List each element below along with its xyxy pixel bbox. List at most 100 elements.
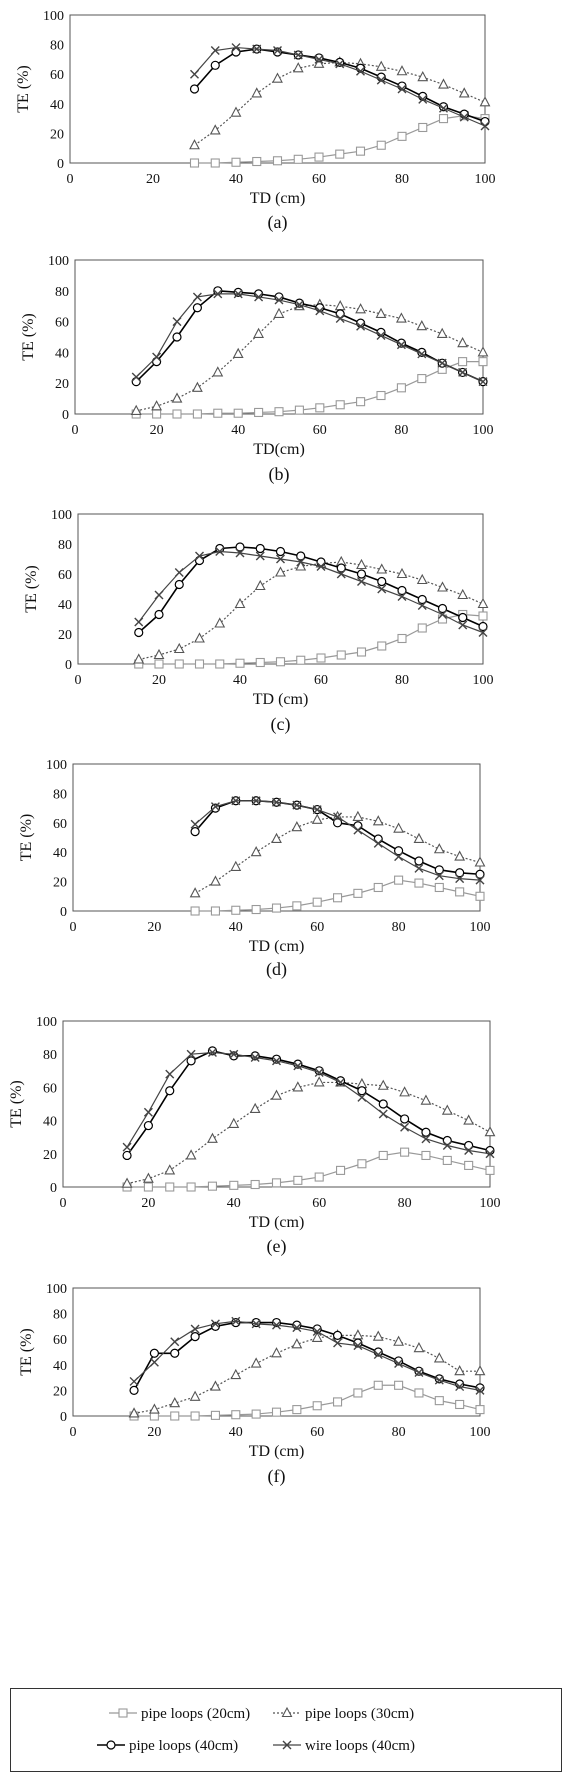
data-point xyxy=(252,156,262,167)
data-point xyxy=(441,1104,453,1115)
data-point xyxy=(416,320,428,331)
data-point xyxy=(272,72,283,83)
data-point xyxy=(134,617,144,627)
y-tick-label: 80 xyxy=(55,285,69,300)
series-square xyxy=(189,111,490,168)
data-point xyxy=(190,906,200,916)
data-point xyxy=(271,1178,282,1188)
data-point xyxy=(210,802,220,812)
y-tick-label: 40 xyxy=(58,598,72,613)
data-point xyxy=(235,542,245,552)
data-point xyxy=(396,65,408,76)
data-point xyxy=(254,579,266,591)
data-point xyxy=(296,557,306,567)
chart-panel-4: 0 20 40 60 80 100 0 20 40 60 80 100 TD (cm) TE (%) (d) xyxy=(18,758,491,980)
series-square xyxy=(190,875,485,916)
data-point xyxy=(291,1338,303,1349)
data-point xyxy=(192,409,202,419)
data-point xyxy=(336,650,346,660)
series-line xyxy=(136,361,483,415)
data-point xyxy=(417,349,427,359)
data-point xyxy=(355,303,367,314)
x-tick-label: 60 xyxy=(310,1425,324,1440)
data-point xyxy=(250,1051,260,1061)
data-point xyxy=(420,1094,432,1105)
data-point xyxy=(335,59,345,69)
data-point xyxy=(478,611,488,621)
data-point xyxy=(315,403,325,413)
x-axis-label: TD (cm) xyxy=(253,691,309,708)
data-point xyxy=(231,1316,241,1326)
data-point xyxy=(229,1180,239,1190)
data-point xyxy=(230,1368,242,1380)
data-point xyxy=(333,812,343,822)
x-tick-label: 80 xyxy=(392,920,406,935)
data-point xyxy=(207,1046,218,1056)
data-point xyxy=(464,1145,474,1155)
series-square xyxy=(129,1380,485,1421)
series-circle xyxy=(131,286,488,387)
y-tick-label: 100 xyxy=(36,1015,57,1030)
data-point xyxy=(252,44,262,54)
data-point xyxy=(250,1053,260,1063)
data-point xyxy=(433,843,445,854)
data-point xyxy=(207,1181,217,1191)
data-point xyxy=(254,292,264,302)
data-point xyxy=(271,832,282,844)
x-tick-label: 60 xyxy=(312,172,326,187)
data-point xyxy=(478,628,488,637)
data-point xyxy=(149,1357,159,1367)
data-point xyxy=(457,588,469,600)
data-point xyxy=(130,404,142,415)
data-point xyxy=(336,569,346,579)
data-point xyxy=(229,1051,239,1061)
series-x xyxy=(190,43,490,131)
data-point xyxy=(292,62,304,73)
data-point xyxy=(414,1388,424,1398)
plot-frame xyxy=(74,259,484,415)
data-point xyxy=(433,1352,445,1363)
series-line xyxy=(133,1334,480,1415)
data-point xyxy=(271,1347,282,1358)
data-point xyxy=(169,1397,181,1408)
x-tick-label: 40 xyxy=(229,172,243,187)
data-point xyxy=(314,152,324,162)
data-point xyxy=(230,860,242,871)
series-line xyxy=(138,561,484,661)
data-point xyxy=(316,557,326,567)
legend-item: pipe loops (40cm) xyxy=(97,1738,238,1754)
data-point xyxy=(413,1341,425,1353)
y-tick-label: 60 xyxy=(50,68,64,83)
data-point xyxy=(189,158,200,168)
data-point xyxy=(312,1327,322,1337)
data-point xyxy=(152,352,162,362)
data-point xyxy=(437,581,448,592)
data-point xyxy=(396,340,406,350)
data-point xyxy=(438,78,449,89)
data-point xyxy=(478,621,488,632)
series-square xyxy=(134,609,488,669)
legend-label: pipe loops (40cm) xyxy=(129,1738,238,1754)
x-tick-label: 20 xyxy=(147,920,161,935)
data-point xyxy=(189,139,200,150)
data-point xyxy=(190,1411,200,1421)
data-point xyxy=(376,140,386,150)
y-tick-label: 100 xyxy=(48,254,69,269)
data-point xyxy=(129,1385,139,1396)
data-point xyxy=(233,289,243,299)
data-point xyxy=(397,585,407,596)
data-point xyxy=(316,653,326,663)
x-axis-label: TD (cm) xyxy=(249,938,305,955)
y-tick-label: 60 xyxy=(55,316,69,331)
data-point xyxy=(477,597,489,609)
data-point xyxy=(375,307,387,318)
data-point xyxy=(353,1388,363,1398)
series-line xyxy=(134,1384,481,1417)
x-axis-label: TD(cm) xyxy=(253,441,305,458)
y-tick-label: 40 xyxy=(53,1359,67,1374)
data-point xyxy=(314,54,324,64)
x-tick-label: 80 xyxy=(398,1196,412,1211)
x-tick-label: 100 xyxy=(473,423,494,438)
data-point xyxy=(316,562,326,571)
data-point xyxy=(478,357,488,367)
